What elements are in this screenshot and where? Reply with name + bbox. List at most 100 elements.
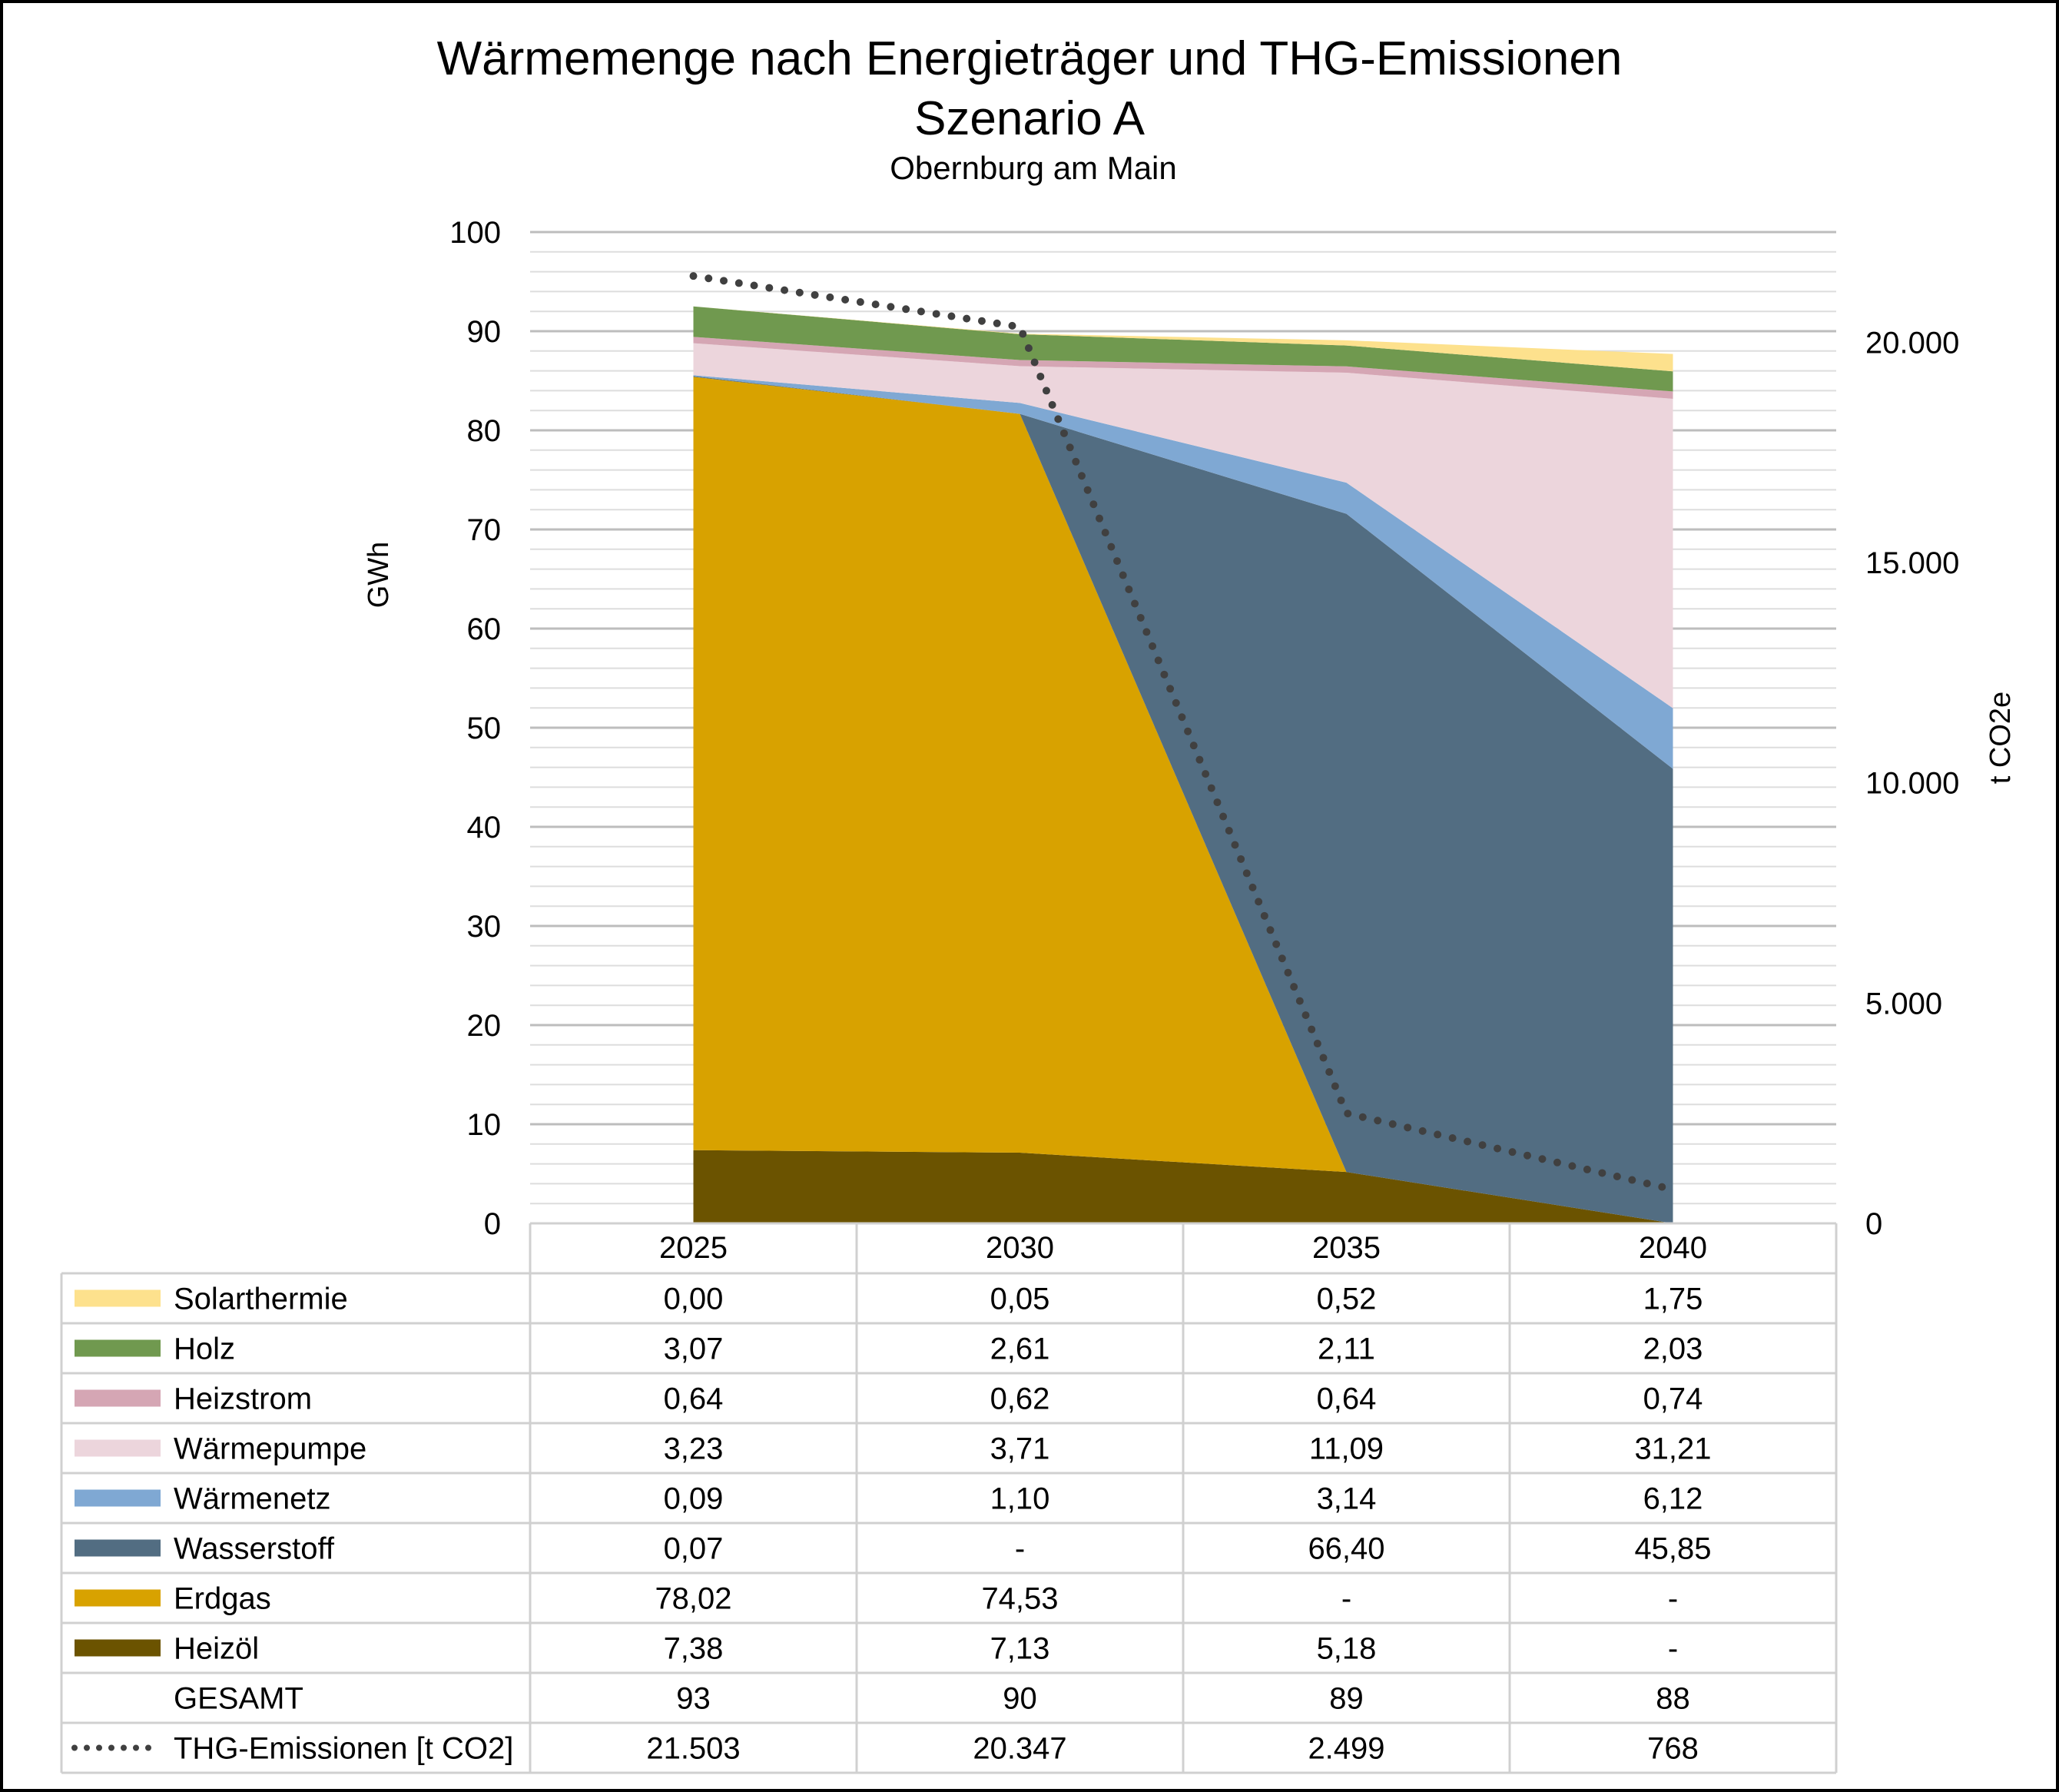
legend-swatch bbox=[75, 1289, 161, 1307]
table-cell: 0,52 bbox=[1317, 1283, 1377, 1316]
data-table: 2025 2030 2035 2040 Solarthermie 0,00 0,05 0,52… bbox=[60, 1222, 1838, 1774]
y2-axis-title: t CO2e bbox=[1984, 692, 2017, 784]
table-cell: 89 bbox=[1329, 1682, 1364, 1716]
y-tick-label: 30 bbox=[467, 910, 502, 944]
legend-swatch bbox=[75, 1339, 161, 1357]
table-cell: 90 bbox=[1003, 1682, 1037, 1716]
table-row: Holz 3,07 2,61 2,11 2,03 bbox=[75, 1332, 1703, 1366]
area-wärmenetz bbox=[693, 375, 1673, 769]
legend-swatch bbox=[75, 1639, 161, 1657]
table-cell: 78,02 bbox=[655, 1582, 731, 1616]
table-cell: 0,62 bbox=[990, 1382, 1050, 1416]
table-row: THG-Emissionen [t CO2] 21.503 20.347 2.499 7… bbox=[71, 1732, 1699, 1766]
y-axis-ticks: 0 10 20 30 40 50 60 70 80 90 100 bbox=[449, 216, 501, 1241]
chart-title: Wärmemenge nach Energieträger und THG-Em… bbox=[437, 32, 1623, 85]
table-cell: - bbox=[1341, 1582, 1351, 1616]
legend-label: Holz bbox=[174, 1332, 235, 1366]
area-series bbox=[693, 306, 1673, 1224]
table-cell: - bbox=[1015, 1532, 1025, 1566]
table-cell: 0,64 bbox=[1317, 1382, 1377, 1416]
table-cell: 0,74 bbox=[1643, 1382, 1703, 1416]
chart-location: Obernburg am Main bbox=[890, 150, 1177, 186]
y2-tick-label: 15.000 bbox=[1865, 546, 1959, 580]
area-heizstrom bbox=[693, 337, 1673, 399]
table-cell: 3,14 bbox=[1317, 1482, 1377, 1516]
y-tick-label: 100 bbox=[449, 216, 501, 250]
table-row: GESAMT 93 90 89 88 bbox=[174, 1682, 1690, 1716]
table-cell: 0,00 bbox=[664, 1283, 724, 1316]
emissions-line bbox=[689, 272, 1677, 1193]
table-cell: 66,40 bbox=[1308, 1532, 1384, 1566]
table-row: Heizstrom 0,64 0,62 0,64 0,74 bbox=[75, 1382, 1703, 1416]
legend-swatch bbox=[75, 1489, 161, 1507]
area-wärmepumpe bbox=[693, 343, 1673, 709]
y-tick-label: 10 bbox=[467, 1108, 502, 1142]
emissions-series bbox=[689, 272, 1677, 1193]
y-tick-label: 20 bbox=[467, 1009, 502, 1043]
table-cell: 3,71 bbox=[990, 1432, 1050, 1466]
area-erdgas bbox=[693, 377, 1673, 1224]
table-cell: 74,53 bbox=[981, 1582, 1058, 1616]
y-tick-label: 50 bbox=[467, 712, 502, 745]
area-heizöl bbox=[693, 1150, 1673, 1223]
legend-swatch bbox=[75, 1589, 161, 1607]
table-cell: 0,07 bbox=[664, 1532, 724, 1566]
y-tick-label: 60 bbox=[467, 612, 502, 646]
table-cell: 0,64 bbox=[664, 1382, 724, 1416]
chart-subtitle: Szenario A bbox=[914, 92, 1146, 145]
table-row: Erdgas 78,02 74,53 - - bbox=[75, 1582, 1678, 1616]
table-cell: 93 bbox=[676, 1682, 711, 1716]
table-cell: 0,05 bbox=[990, 1283, 1050, 1316]
y-tick-label: 0 bbox=[484, 1207, 501, 1241]
table-cell: 6,12 bbox=[1643, 1482, 1703, 1516]
table-cell: 2.499 bbox=[1308, 1732, 1384, 1766]
table-cell: - bbox=[1668, 1632, 1678, 1666]
x-category-label: 2030 bbox=[986, 1231, 1054, 1265]
y2-axis-ticks: 0 5.000 10.000 15.000 20.000 bbox=[1865, 326, 1959, 1241]
table-row: Wärmepumpe 3,23 3,71 11,09 31,21 bbox=[75, 1432, 1712, 1466]
x-category-label: 2025 bbox=[659, 1231, 728, 1265]
y2-tick-label: 0 bbox=[1865, 1207, 1882, 1241]
y2-tick-label: 20.000 bbox=[1865, 326, 1959, 360]
legend-label: GESAMT bbox=[174, 1682, 303, 1716]
legend-label: Heizöl bbox=[174, 1632, 259, 1666]
table-cell: 20.347 bbox=[973, 1732, 1066, 1766]
table-cell: 21.503 bbox=[646, 1732, 740, 1766]
x-category-label: 2035 bbox=[1312, 1231, 1381, 1265]
table-cell: 5,18 bbox=[1317, 1632, 1377, 1666]
table-cell: 88 bbox=[1656, 1682, 1690, 1716]
legend-label: Solarthermie bbox=[174, 1283, 348, 1316]
table-cell: 11,09 bbox=[1309, 1432, 1384, 1466]
y-tick-label: 90 bbox=[467, 315, 502, 349]
legend-label: THG-Emissionen [t CO2] bbox=[174, 1732, 513, 1766]
legend-swatch bbox=[75, 1389, 161, 1407]
legend-label: Wasserstoff bbox=[174, 1532, 335, 1566]
table-cell: 3,07 bbox=[664, 1332, 724, 1366]
area-solarthermie bbox=[693, 306, 1673, 372]
legend-label: Erdgas bbox=[174, 1582, 271, 1616]
y-axis-title: GWh bbox=[363, 542, 395, 609]
table-cell: 7,13 bbox=[990, 1632, 1050, 1666]
table-cell: - bbox=[1668, 1582, 1678, 1616]
table-cell: 1,75 bbox=[1643, 1283, 1703, 1316]
area-wasserstoff bbox=[693, 376, 1673, 1223]
x-category-label: 2040 bbox=[1639, 1231, 1707, 1265]
table-cell: 0,09 bbox=[664, 1482, 724, 1516]
area-holz bbox=[693, 306, 1673, 392]
legend-label: Wärmepumpe bbox=[174, 1432, 366, 1466]
table-cell: 2,11 bbox=[1318, 1332, 1375, 1366]
table-cell: 1,10 bbox=[990, 1482, 1050, 1516]
table-cell: 45,85 bbox=[1634, 1532, 1711, 1566]
table-row: Wärmenetz 0,09 1,10 3,14 6,12 bbox=[75, 1482, 1703, 1516]
legend-label: Wärmenetz bbox=[174, 1482, 331, 1516]
y-tick-label: 40 bbox=[467, 811, 502, 845]
table-row: Heizöl 7,38 7,13 5,18 - bbox=[75, 1632, 1678, 1666]
y2-tick-label: 5.000 bbox=[1865, 987, 1942, 1020]
legend-swatch bbox=[75, 1439, 161, 1457]
table-cell: 3,23 bbox=[664, 1432, 724, 1466]
table-cell: 7,38 bbox=[664, 1632, 724, 1666]
table-cell: 31,21 bbox=[1634, 1432, 1711, 1466]
table-cell: 2,03 bbox=[1643, 1332, 1703, 1366]
table-row: Wasserstoff 0,07 - 66,40 45,85 bbox=[75, 1532, 1712, 1566]
